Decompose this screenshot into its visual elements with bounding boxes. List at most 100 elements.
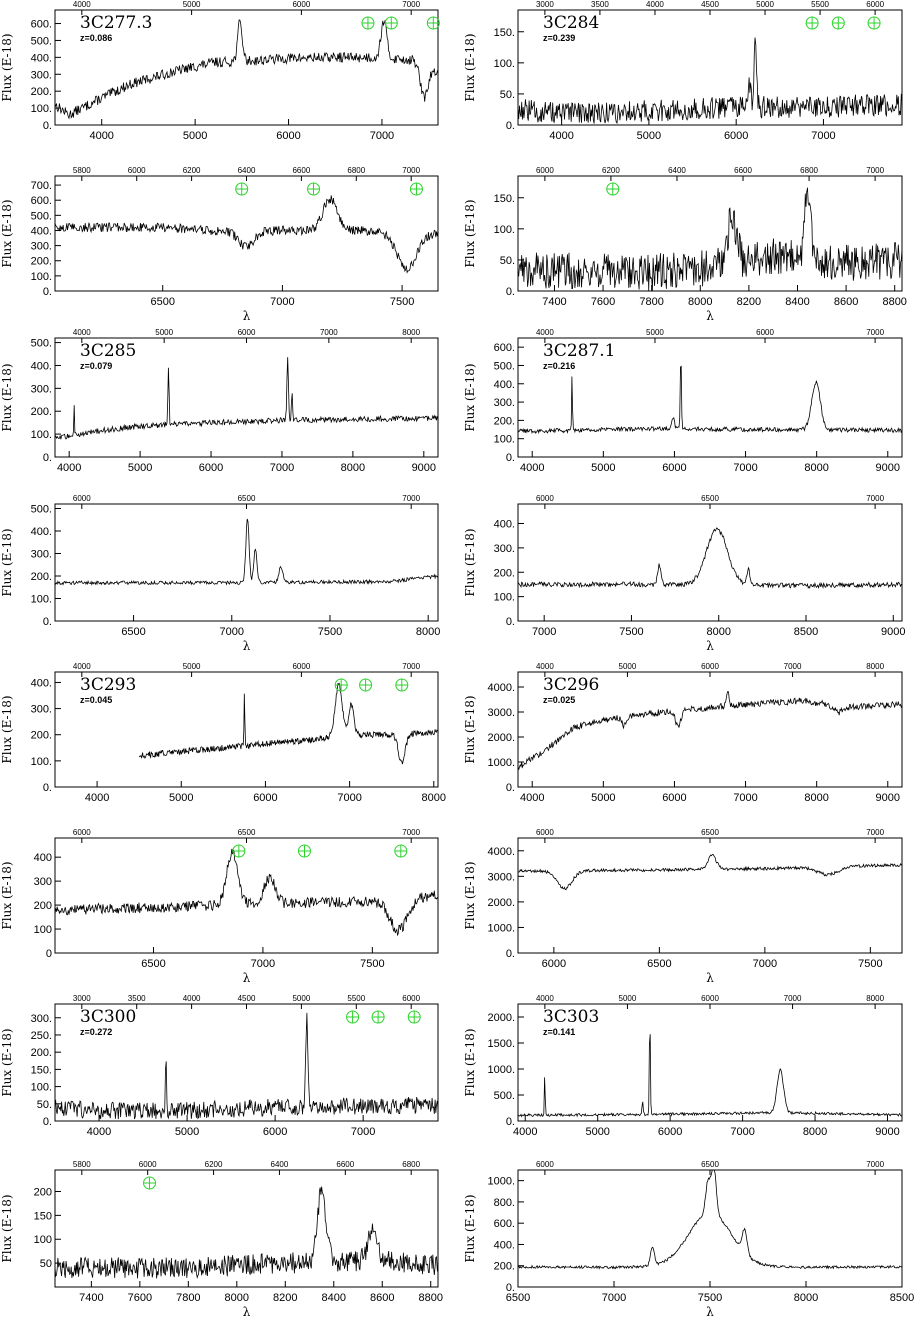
redshift-label: z=0.045 <box>80 695 112 705</box>
top-tick-label: 6500 <box>238 494 256 503</box>
y-tick-label: 400. <box>31 677 52 689</box>
x-tick-label: 7000 <box>733 462 757 474</box>
x-tick-label: 5000 <box>585 1126 609 1138</box>
x-tick-label: 6500 <box>141 958 165 970</box>
y-tick-label: 100. <box>31 756 52 768</box>
y-tick-label: 150. <box>494 193 515 205</box>
y-tick-label: 300 <box>34 876 52 888</box>
panel-1: 4000 5000 6000 7000 4000 5000 6000 7000 0. 100. 20… <box>0 0 440 142</box>
spectrum-line <box>518 1034 902 1118</box>
x-tick-label: 7000 <box>220 626 244 638</box>
y-tick-label: 100. <box>494 434 515 446</box>
top-tick-label: 6000 <box>238 328 256 337</box>
y-tick-label: 600. <box>494 1218 515 1230</box>
redshift-label: z=0.079 <box>80 361 112 371</box>
top-tick-label: 6800 <box>800 166 818 175</box>
top-tick-label: 4000 <box>646 0 664 9</box>
plot-frame <box>54 837 439 954</box>
x-tick-label: 7400 <box>79 1292 103 1304</box>
y-tick-label: 1000. <box>487 757 515 769</box>
spectrum-line <box>55 848 438 937</box>
y-tick-label: 400. <box>31 52 52 64</box>
top-tick-label: 6000 <box>866 0 884 9</box>
top-tick-label: 5000 <box>155 328 173 337</box>
y-axis-label: Flux (E-18) <box>463 1028 477 1096</box>
panel-16: 6500 7000 7500 8000 8500 6000 6500 7000 0. 200. 40… <box>463 1160 914 1319</box>
top-tick-label: 5000 <box>292 994 310 1003</box>
x-tick-label: 8500 <box>794 626 818 638</box>
y-tick-label: 1000. <box>487 1176 515 1188</box>
top-tick-label: 5000 <box>646 328 664 337</box>
x-tick-label: 8800 <box>882 296 906 308</box>
y-tick-label: 200. <box>31 406 52 418</box>
y-axis-label: Flux (E-18) <box>0 1194 14 1262</box>
y-tick-label: 2000. <box>487 1012 515 1024</box>
x-tick-label: 4000 <box>57 462 81 474</box>
y-tick-label: 100. <box>494 224 515 236</box>
x-axis-label: λ <box>706 1305 714 1319</box>
y-tick-label: 400. <box>494 519 515 531</box>
y-tick-label: 100. <box>494 58 515 70</box>
x-axis-label: λ <box>243 309 251 323</box>
top-tick-label: 5000 <box>619 994 637 1003</box>
x-tick-label: 8800 <box>418 1292 442 1304</box>
x-tick-label: 4000 <box>87 1126 111 1138</box>
x-tick-label: 5000 <box>591 462 615 474</box>
x-tick-label: 8500 <box>890 1292 914 1304</box>
x-tick-label: 8000 <box>804 792 828 804</box>
top-tick-label: 5000 <box>183 0 201 9</box>
y-tick-label: 200. <box>494 567 515 579</box>
panel-7: 6500 7000 7500 8000 6000 6500 7000 0. 100. 200. 30… <box>0 494 440 653</box>
y-tick-label: 100 <box>34 1234 52 1246</box>
top-tick-label: 7000 <box>784 662 802 671</box>
y-tick-label: 1000. <box>487 922 515 934</box>
y-tick-label: 600. <box>31 195 52 207</box>
spectrum-line <box>518 365 902 435</box>
top-tick-label: 4000 <box>73 328 91 337</box>
y-tick-label: 100. <box>31 1082 52 1094</box>
y-tick-label: 0. <box>43 286 52 298</box>
top-tick-label: 7000 <box>402 662 420 671</box>
x-tick-label: 8000 <box>688 296 712 308</box>
panel-8: 7000 7500 8000 8500 9000 6000 6500 7000 0. 100. 20… <box>463 494 906 653</box>
y-axis-label: Flux (E-18) <box>463 363 477 431</box>
y-tick-label: 150. <box>31 1064 52 1076</box>
top-tick-label: 6000 <box>292 0 310 9</box>
spectrum-line <box>55 1012 438 1120</box>
top-tick-label: 6000 <box>536 828 554 837</box>
top-tick-label: 5000 <box>619 662 637 671</box>
y-tick-label: 400 <box>34 852 52 864</box>
y-tick-label: 150 <box>34 1210 52 1222</box>
spectrum-line <box>518 37 902 125</box>
x-tick-label: 9000 <box>412 462 436 474</box>
object-name: 3C303 <box>543 1007 599 1027</box>
x-tick-label: 6500 <box>506 1292 530 1304</box>
top-tick-label: 5000 <box>756 0 774 9</box>
y-tick-label: 600. <box>31 19 52 31</box>
x-tick-label: 4000 <box>89 130 113 142</box>
top-tick-label: 5500 <box>811 0 829 9</box>
y-tick-label: 400. <box>494 379 515 391</box>
x-axis-label: λ <box>706 309 714 323</box>
x-tick-label: 5000 <box>169 792 193 804</box>
top-tick-label: 4000 <box>536 328 554 337</box>
x-tick-label: 5000 <box>591 792 615 804</box>
panel-2: 4000 5000 6000 7000 3000 3500 4000 4500 5000 5500… <box>463 0 903 142</box>
redshift-label: z=0.239 <box>543 33 575 43</box>
top-tick-label: 6000 <box>701 662 719 671</box>
y-tick-label: 200 <box>34 900 52 912</box>
x-tick-label: 6000 <box>658 1126 682 1138</box>
y-tick-label: 500. <box>494 1090 515 1102</box>
top-tick-label: 4500 <box>238 994 256 1003</box>
y-axis-label: Flux (E-18) <box>0 199 14 267</box>
top-tick-label: 6500 <box>238 828 256 837</box>
x-tick-label: 6000 <box>253 792 277 804</box>
x-tick-label: 7000 <box>270 296 294 308</box>
top-tick-label: 6400 <box>668 166 686 175</box>
x-tick-label: 8200 <box>273 1292 297 1304</box>
y-tick-label: 3000. <box>487 871 515 883</box>
y-tick-label: 50. <box>37 1099 52 1111</box>
top-tick-label: 7000 <box>402 0 420 9</box>
x-tick-label: 9000 <box>876 792 900 804</box>
top-tick-label: 6800 <box>347 166 365 175</box>
